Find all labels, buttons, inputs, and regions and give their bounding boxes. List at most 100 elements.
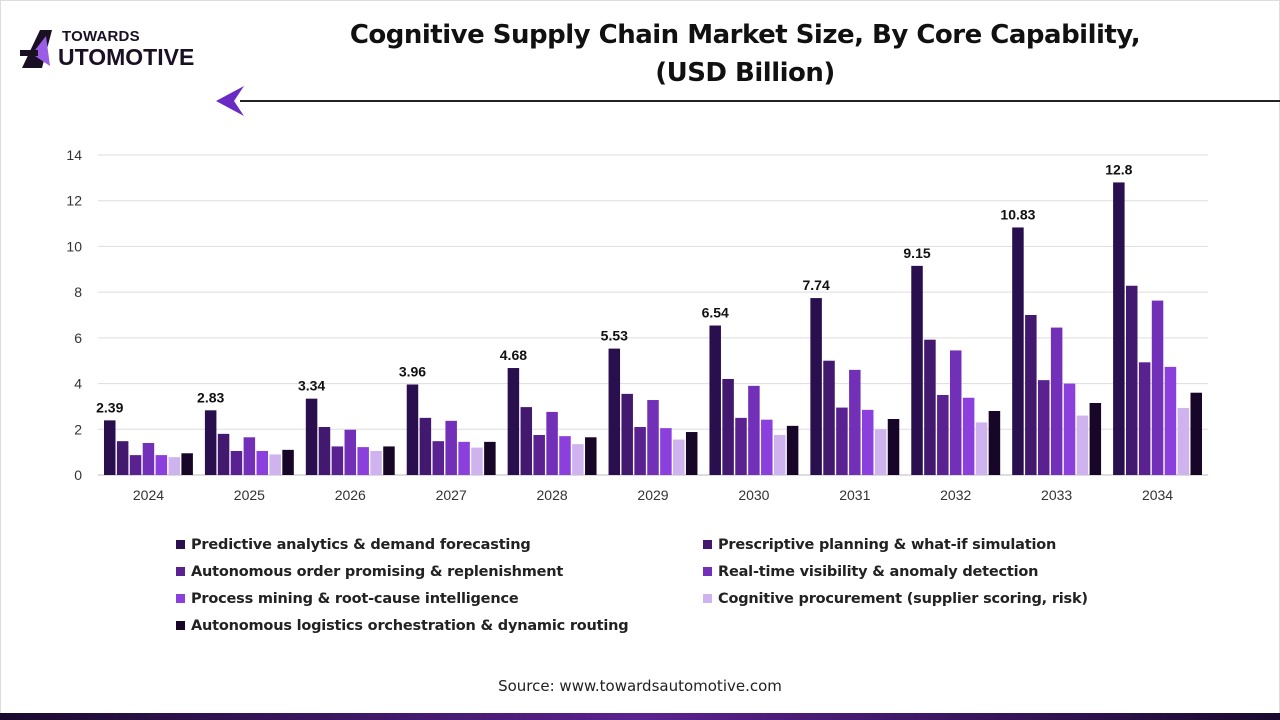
header-rule <box>240 100 1280 102</box>
bar <box>546 411 558 475</box>
bar <box>181 453 193 475</box>
bar <box>988 411 1001 475</box>
y-tick-label: 4 <box>74 376 82 392</box>
bar <box>823 360 835 475</box>
legend-swatch <box>176 621 185 630</box>
bar <box>370 451 382 475</box>
bar <box>1190 392 1202 475</box>
bar <box>344 429 357 475</box>
legend-label: Real-time visibility & anomaly detection <box>718 564 1039 580</box>
bar <box>621 393 633 475</box>
y-tick-label: 12 <box>66 193 82 209</box>
bar <box>507 368 520 475</box>
bar <box>1138 362 1151 475</box>
bar <box>608 348 621 475</box>
bar <box>471 447 483 475</box>
logo-mark-icon <box>20 30 52 68</box>
x-tick-label: 2027 <box>436 487 467 503</box>
bar <box>836 407 848 475</box>
bar <box>1063 383 1076 475</box>
data-label: 2.39 <box>96 399 123 415</box>
bar <box>533 435 545 475</box>
bar <box>786 425 799 475</box>
bar <box>204 410 217 475</box>
bar <box>559 436 571 475</box>
bar <box>1089 403 1102 475</box>
bar <box>282 449 294 475</box>
legend-label: Process mining & root-cause intelligence <box>191 591 519 607</box>
x-tick-label: 2026 <box>335 487 366 503</box>
bar <box>975 422 988 475</box>
bar <box>383 446 395 475</box>
legend-item: Predictive analytics & demand forecastin… <box>176 537 531 553</box>
x-tick-label: 2029 <box>637 487 668 503</box>
legend-item: Autonomous logistics orchestration & dyn… <box>176 618 629 634</box>
data-label: 3.96 <box>399 363 426 379</box>
bar <box>1151 300 1164 475</box>
y-tick-label: 2 <box>74 421 82 437</box>
bar <box>445 420 457 475</box>
bar <box>849 369 861 475</box>
bar <box>484 441 496 475</box>
data-label: 12.8 <box>1105 161 1132 177</box>
legend-swatch <box>176 567 185 576</box>
bar <box>735 417 747 475</box>
bar <box>810 298 822 475</box>
bar <box>1076 415 1089 475</box>
bar <box>748 385 760 475</box>
x-tick-label: 2025 <box>234 487 265 503</box>
bottom-bar <box>0 713 1280 720</box>
legend-label: Autonomous order promising & replenishme… <box>191 564 564 580</box>
title-line-2: (USD Billion) <box>655 58 835 88</box>
bar-chart: 0 2 4 6 8 10 12 14 2.39 2024 2.83 2025 3.34 2026 3.96 2… <box>66 147 1208 503</box>
bar <box>924 339 936 475</box>
x-tick-label: 2030 <box>738 487 769 503</box>
bar <box>331 446 344 475</box>
bar <box>104 420 116 475</box>
bar <box>773 435 786 475</box>
bar <box>406 384 419 475</box>
bar <box>874 429 887 475</box>
legend-swatch <box>703 540 712 549</box>
x-tick-label: 2032 <box>940 487 971 503</box>
bar <box>722 379 734 475</box>
bar <box>168 457 181 475</box>
bar <box>911 265 923 475</box>
arrow-left-icon <box>216 86 244 116</box>
data-label: 7.74 <box>802 277 829 293</box>
bar <box>1164 366 1177 475</box>
bar <box>962 397 975 475</box>
bar <box>572 444 584 475</box>
data-label: 10.83 <box>1000 206 1035 222</box>
bar <box>1037 380 1050 475</box>
bar <box>318 427 331 475</box>
bar <box>1012 227 1024 475</box>
data-label: 3.34 <box>298 378 325 394</box>
bar <box>432 441 445 475</box>
data-label: 4.68 <box>500 347 527 363</box>
y-tick-label: 8 <box>74 284 82 300</box>
bar <box>305 398 318 475</box>
bar <box>520 407 533 475</box>
source-note: Source: www.towardsautomotive.com <box>498 677 782 695</box>
legend-label: Prescriptive planning & what-if simulati… <box>718 537 1057 553</box>
x-tick-label: 2033 <box>1041 487 1072 503</box>
bar <box>673 439 685 475</box>
bar <box>243 437 256 475</box>
legend-label: Autonomous logistics orchestration & dyn… <box>191 618 629 634</box>
legend-item: Autonomous order promising & replenishme… <box>176 564 563 580</box>
legend-swatch <box>176 594 185 603</box>
logo-text-bottom: UTOMOTIVE <box>58 44 195 70</box>
bar <box>116 441 129 475</box>
x-tick-label: 2034 <box>1142 487 1173 503</box>
bar <box>1025 315 1037 475</box>
bar <box>660 428 672 475</box>
legend-label: Cognitive procurement (supplier scoring,… <box>718 591 1088 607</box>
bar <box>230 451 243 475</box>
bar <box>761 419 773 475</box>
legend-item: Process mining & root-cause intelligence <box>176 591 519 607</box>
x-tick-label: 2028 <box>537 487 568 503</box>
logo-text-top: TOWARDS <box>62 28 140 45</box>
bar <box>269 454 281 475</box>
bar <box>685 432 698 475</box>
